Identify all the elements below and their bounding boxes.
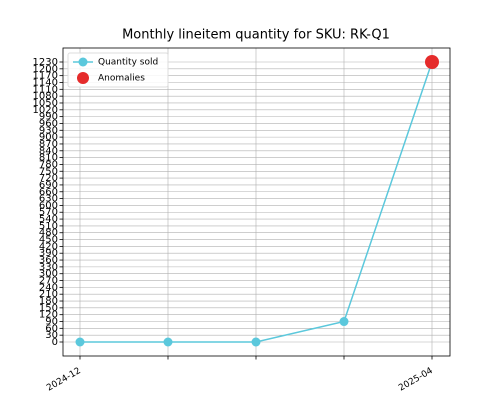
point: [339, 317, 349, 327]
y-tick-label: 750: [39, 166, 58, 177]
y-tick-label: 420: [39, 241, 58, 252]
y-tick-label: 810: [39, 153, 58, 164]
y-tick-label: 360: [39, 255, 58, 266]
y-tick-label: 630: [39, 194, 58, 205]
legend-label: Anomalies: [98, 74, 145, 84]
y-tick-label: 0: [52, 337, 58, 348]
point: [75, 337, 85, 347]
y-tick-label: 180: [39, 296, 58, 307]
y-tick-label: 1170: [33, 71, 58, 82]
y-tick-label: 240: [39, 282, 58, 293]
legend-marker: [78, 57, 88, 67]
y-tick-label: 1140: [33, 77, 58, 88]
y-tick-label: 1080: [33, 91, 58, 102]
point: [251, 337, 261, 347]
y-tick-label: 540: [39, 214, 58, 225]
y-tick-label: 1020: [33, 105, 58, 116]
y-tick-label: 1110: [33, 84, 58, 95]
y-tick-label: 150: [39, 303, 58, 314]
y-tick-label: 210: [39, 289, 58, 300]
y-tick-label: 870: [39, 139, 58, 150]
plot-frame: [62, 47, 451, 357]
y-tick-label: 90: [45, 317, 58, 328]
y-tick-label: 450: [39, 235, 58, 246]
y-tick-label: 60: [45, 323, 58, 334]
y-tick-label: 900: [39, 132, 58, 143]
y-tick-label: 840: [39, 146, 58, 157]
y-tick-label: 30: [45, 330, 58, 341]
y-tick-label: 960: [39, 118, 58, 129]
y-tick-label: 660: [39, 187, 58, 198]
y-tick-label: 330: [39, 262, 58, 273]
y-tick-label: 930: [39, 125, 58, 136]
y-tick-label: 1200: [33, 64, 58, 75]
point: [163, 337, 173, 347]
chart-title: Monthly lineitem quantity for SKU: RK-Q1: [122, 28, 390, 43]
y-tick-label: 990: [39, 112, 58, 123]
y-tick-label: 780: [39, 159, 58, 170]
anomaly-marker: [425, 55, 439, 69]
y-tick-label: 120: [39, 310, 58, 321]
y-tick-label: 300: [39, 269, 58, 280]
legend-marker: [77, 72, 89, 84]
y-tick-label: 510: [39, 221, 58, 232]
y-tick-label: 570: [39, 207, 58, 218]
y-tick-label: 720: [39, 173, 58, 184]
y-tick-label: 600: [39, 200, 58, 211]
y-tick-label: 480: [39, 228, 58, 239]
legend-label: Quantity sold: [98, 58, 158, 68]
y-tick-label: 390: [39, 248, 58, 259]
y-tick-label: 690: [39, 180, 58, 191]
y-tick-label: 1230: [33, 57, 58, 68]
y-tick-label: 1050: [33, 98, 58, 109]
y-tick-label: 270: [39, 276, 58, 287]
